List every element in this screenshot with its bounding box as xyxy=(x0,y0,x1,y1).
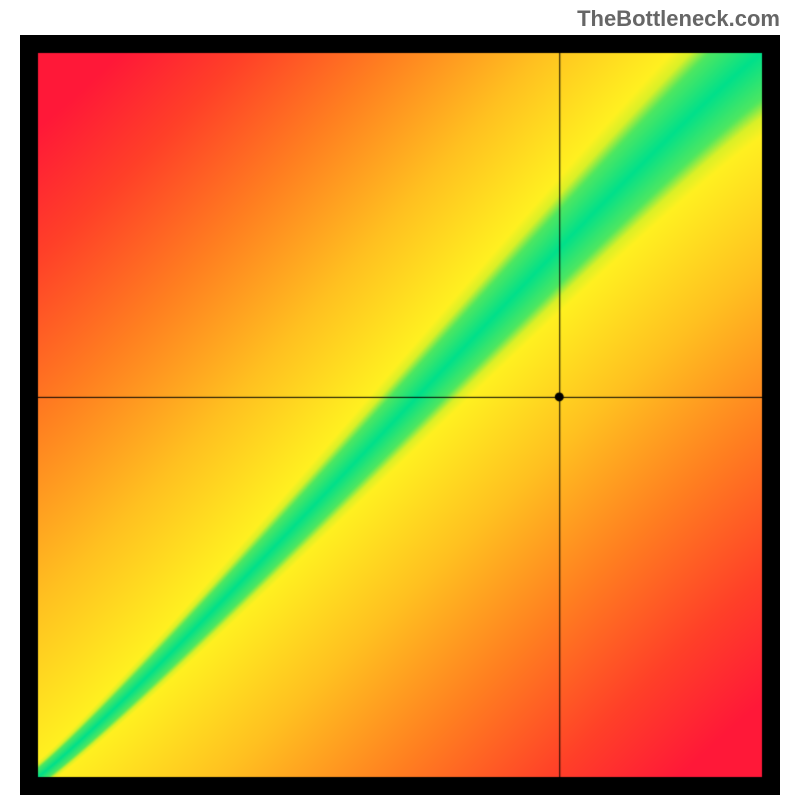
chart-container: TheBottleneck.com xyxy=(0,0,800,800)
heatmap-canvas xyxy=(20,35,780,795)
plot-outer-border xyxy=(20,35,780,795)
watermark-text: TheBottleneck.com xyxy=(577,6,780,32)
